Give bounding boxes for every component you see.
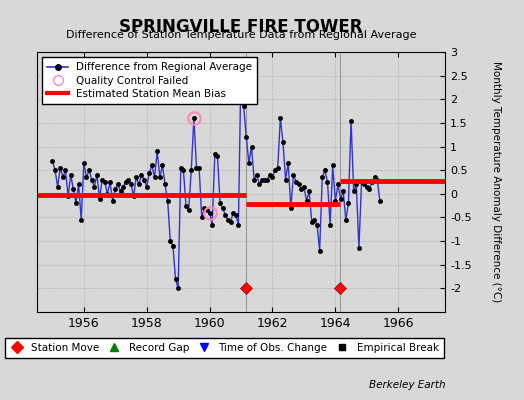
Text: SPRINGVILLE FIRE TOWER: SPRINGVILLE FIRE TOWER: [119, 18, 363, 36]
Text: Difference of Station Temperature Data from Regional Average: Difference of Station Temperature Data f…: [66, 30, 416, 40]
Y-axis label: Monthly Temperature Anomaly Difference (°C): Monthly Temperature Anomaly Difference (…: [492, 61, 501, 303]
Legend: Station Move, Record Gap, Time of Obs. Change, Empirical Break: Station Move, Record Gap, Time of Obs. C…: [5, 338, 444, 358]
Text: Berkeley Earth: Berkeley Earth: [369, 380, 445, 390]
